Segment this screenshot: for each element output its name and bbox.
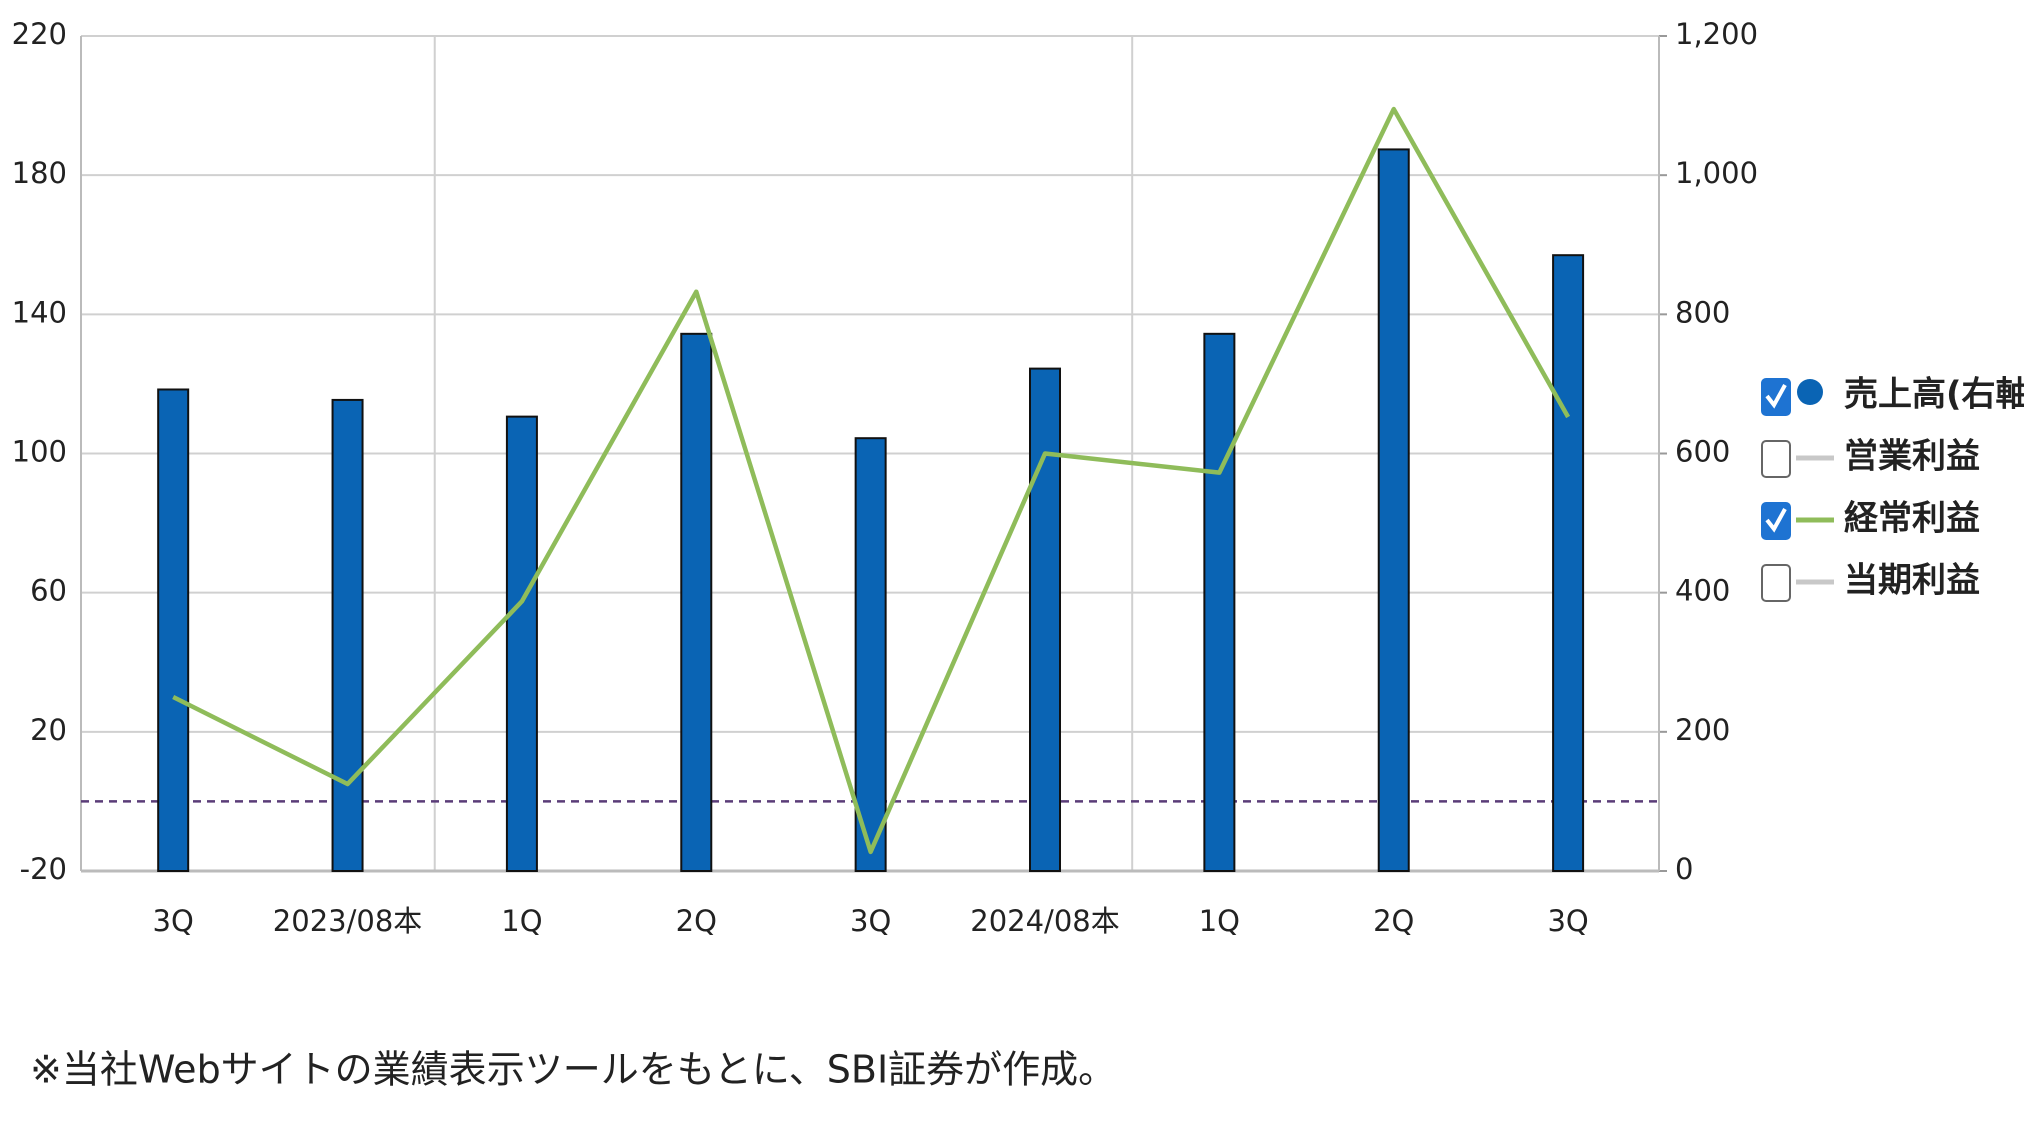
check-mark — [1765, 508, 1787, 533]
y-tick-label: 60 — [30, 574, 67, 608]
y-tick-label: 140 — [12, 295, 67, 329]
x-tick-label: 3Q — [153, 904, 194, 938]
legend-label: 営業利益 — [1844, 437, 1980, 477]
y-tick-label: 220 — [12, 17, 67, 51]
bar — [505, 415, 538, 872]
x-tick-label: 3Q — [1547, 904, 1588, 938]
bar — [680, 332, 713, 873]
x-tick-label: 2Q — [676, 904, 717, 938]
y2-tick-label: 0 — [1675, 852, 1693, 886]
y2-tick-label: 600 — [1675, 435, 1730, 469]
x-tick-label: 1Q — [1199, 904, 1240, 938]
x-tick-label: 2023/08本 — [273, 904, 422, 938]
y2-tick-label: 400 — [1675, 574, 1730, 608]
y2-tick-label: 1,200 — [1675, 17, 1758, 51]
y-tick-label: 20 — [30, 713, 67, 747]
legend-checkbox[interactable] — [1761, 564, 1791, 602]
legend-checkbox[interactable] — [1761, 440, 1791, 478]
legend-label: 当期利益 — [1844, 561, 1980, 601]
bar — [1377, 148, 1410, 872]
bar — [1029, 367, 1062, 872]
check-mark — [1765, 384, 1787, 409]
x-tick-label: 3Q — [850, 904, 891, 938]
bar — [1552, 254, 1585, 872]
bar — [331, 398, 364, 872]
bar — [1203, 332, 1236, 873]
y2-tick-label: 1,000 — [1675, 156, 1758, 190]
legend-swatch — [1797, 379, 1823, 405]
line-series — [172, 106, 1571, 855]
y-tick-label: 180 — [12, 156, 67, 190]
y2-tick-label: 800 — [1675, 295, 1730, 329]
x-tick-label: 2024/08本 — [970, 904, 1119, 938]
legend-label: 売上高(右軸) — [1844, 375, 2024, 415]
legend-label: 経常利益 — [1844, 499, 1980, 539]
bar — [157, 388, 190, 872]
x-tick-label: 2Q — [1373, 904, 1414, 938]
x-tick-label: 1Q — [501, 904, 542, 938]
y-tick-label: -20 — [20, 852, 67, 886]
y-tick-label: 100 — [12, 435, 67, 469]
footnote: ※当社Webサイトの業績表示ツールをもとに、SBI証券が作成。 — [30, 1048, 1116, 1092]
y2-tick-label: 200 — [1675, 713, 1730, 747]
bar — [854, 437, 887, 872]
